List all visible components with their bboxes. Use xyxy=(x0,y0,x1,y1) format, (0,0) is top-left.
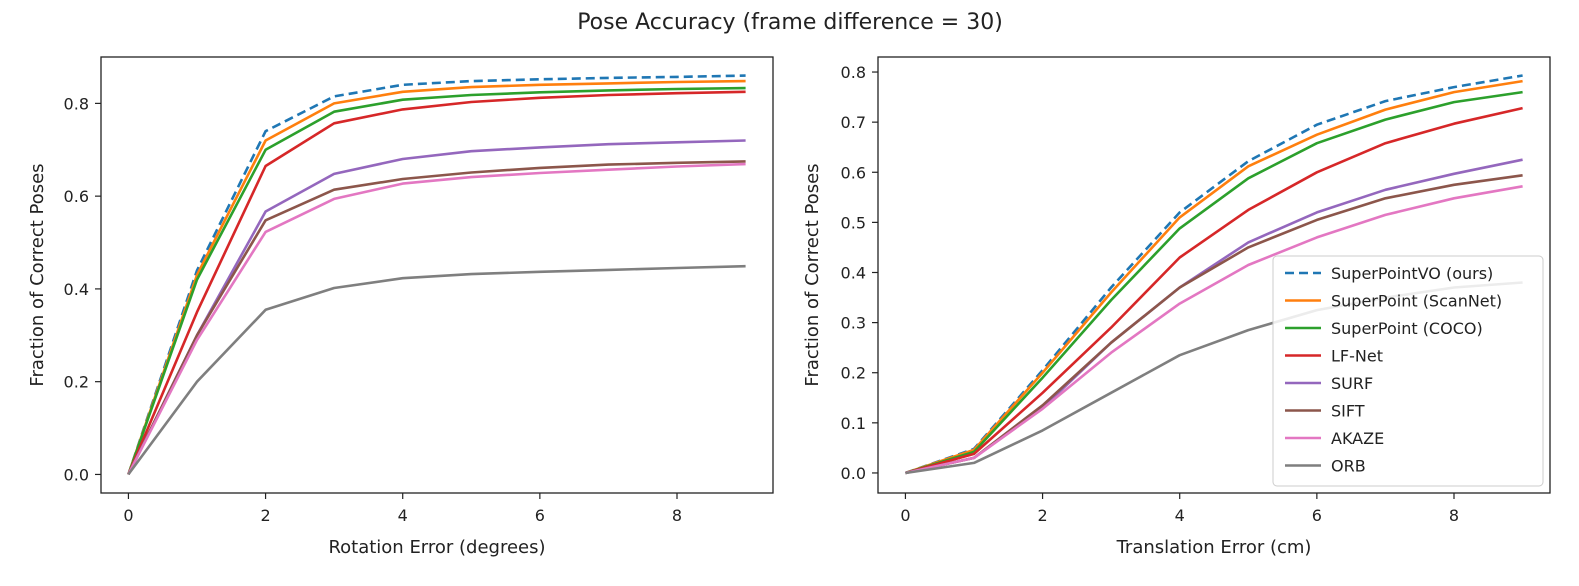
series-line-superpoint-scannet xyxy=(127,79,746,475)
y-tick-label: 0.5 xyxy=(841,213,866,232)
x-tick-label: 2 xyxy=(1037,506,1047,525)
y-tick-label: 0.4 xyxy=(64,280,89,299)
series-line-lf-net xyxy=(127,90,746,475)
rotation-error-plot: 0 2 4 6 8 0.0 0.2 0.4 0.6 0.8 Rotation Error (degr… xyxy=(27,56,774,558)
legend-label-superpointvo-ours: SuperPointVO (ours) xyxy=(1331,264,1493,283)
y-tick-label: 0.0 xyxy=(64,465,89,484)
y-axis-label: Fraction of Correct Poses xyxy=(802,163,823,386)
y-tick-label: 0.2 xyxy=(64,373,89,392)
legend-label-sift: SIFT xyxy=(1331,402,1365,421)
y-tick-label: 0.0 xyxy=(841,464,866,483)
series-line-akaze xyxy=(127,162,746,475)
y-tick-label: 0.6 xyxy=(64,187,89,206)
x-tick-label: 6 xyxy=(535,506,545,525)
series-line-sift xyxy=(127,160,746,475)
legend-label-surf: SURF xyxy=(1331,374,1373,393)
plot-frame xyxy=(877,56,1551,494)
x-tick-label: 6 xyxy=(1312,506,1322,525)
x-axis-label: Translation Error (cm) xyxy=(1116,537,1312,558)
series-line-lf-net xyxy=(905,106,1523,475)
series-line-superpoint-coco xyxy=(905,90,1523,475)
y-tick-label: 0.2 xyxy=(841,364,866,383)
y-tick-label: 0.8 xyxy=(841,63,866,82)
y-tick-label: 0.3 xyxy=(841,314,866,333)
legend-label-orb: ORB xyxy=(1331,457,1366,476)
x-tick-label: 4 xyxy=(398,506,408,525)
translation-error-plot: 0 2 4 6 8 0.0 0.1 0.2 0.3 0.4 0.5 0.6 0.7 0.8 Translat… xyxy=(802,56,1551,558)
series-line-orb xyxy=(127,264,746,476)
y-tick-label: 0.4 xyxy=(841,263,866,282)
legend-label-superpoint-coco: SuperPoint (COCO) xyxy=(1331,319,1483,338)
legend: SuperPointVO (ours) SuperPoint (ScanNet) S… xyxy=(1272,255,1544,487)
y-tick-label: 0.6 xyxy=(841,163,866,182)
legend-box xyxy=(1272,255,1544,487)
series-line-sift xyxy=(905,174,1523,475)
legend-label-akaze: AKAZE xyxy=(1331,429,1384,448)
legend-label-superpoint-scannet: SuperPoint (ScanNet) xyxy=(1331,292,1502,311)
figure-title: Pose Accuracy (frame difference = 30) xyxy=(577,10,1003,35)
x-tick-label: 0 xyxy=(123,506,133,525)
legend-label-lf-net: LF-Net xyxy=(1331,347,1383,366)
x-tick-label: 8 xyxy=(672,506,682,525)
x-tick-label: 0 xyxy=(900,506,910,525)
x-tick-label: 2 xyxy=(260,506,270,525)
y-tick-label: 0.1 xyxy=(841,414,866,433)
x-axis-label: Rotation Error (degrees) xyxy=(328,537,545,558)
x-tick-label: 8 xyxy=(1449,506,1459,525)
y-tick-label: 0.7 xyxy=(841,113,866,132)
series-line-superpoint-coco xyxy=(127,86,746,475)
x-tick-label: 4 xyxy=(1175,506,1185,525)
y-tick-label: 0.8 xyxy=(64,94,89,113)
y-axis-label: Fraction of Correct Poses xyxy=(27,163,48,386)
series-line-superpoint-scannet xyxy=(904,79,1523,475)
series-line-superpointvo-ours xyxy=(127,74,746,475)
series-line-surf xyxy=(127,139,746,475)
plot-frame xyxy=(100,56,774,494)
series-line-akaze xyxy=(905,185,1523,475)
